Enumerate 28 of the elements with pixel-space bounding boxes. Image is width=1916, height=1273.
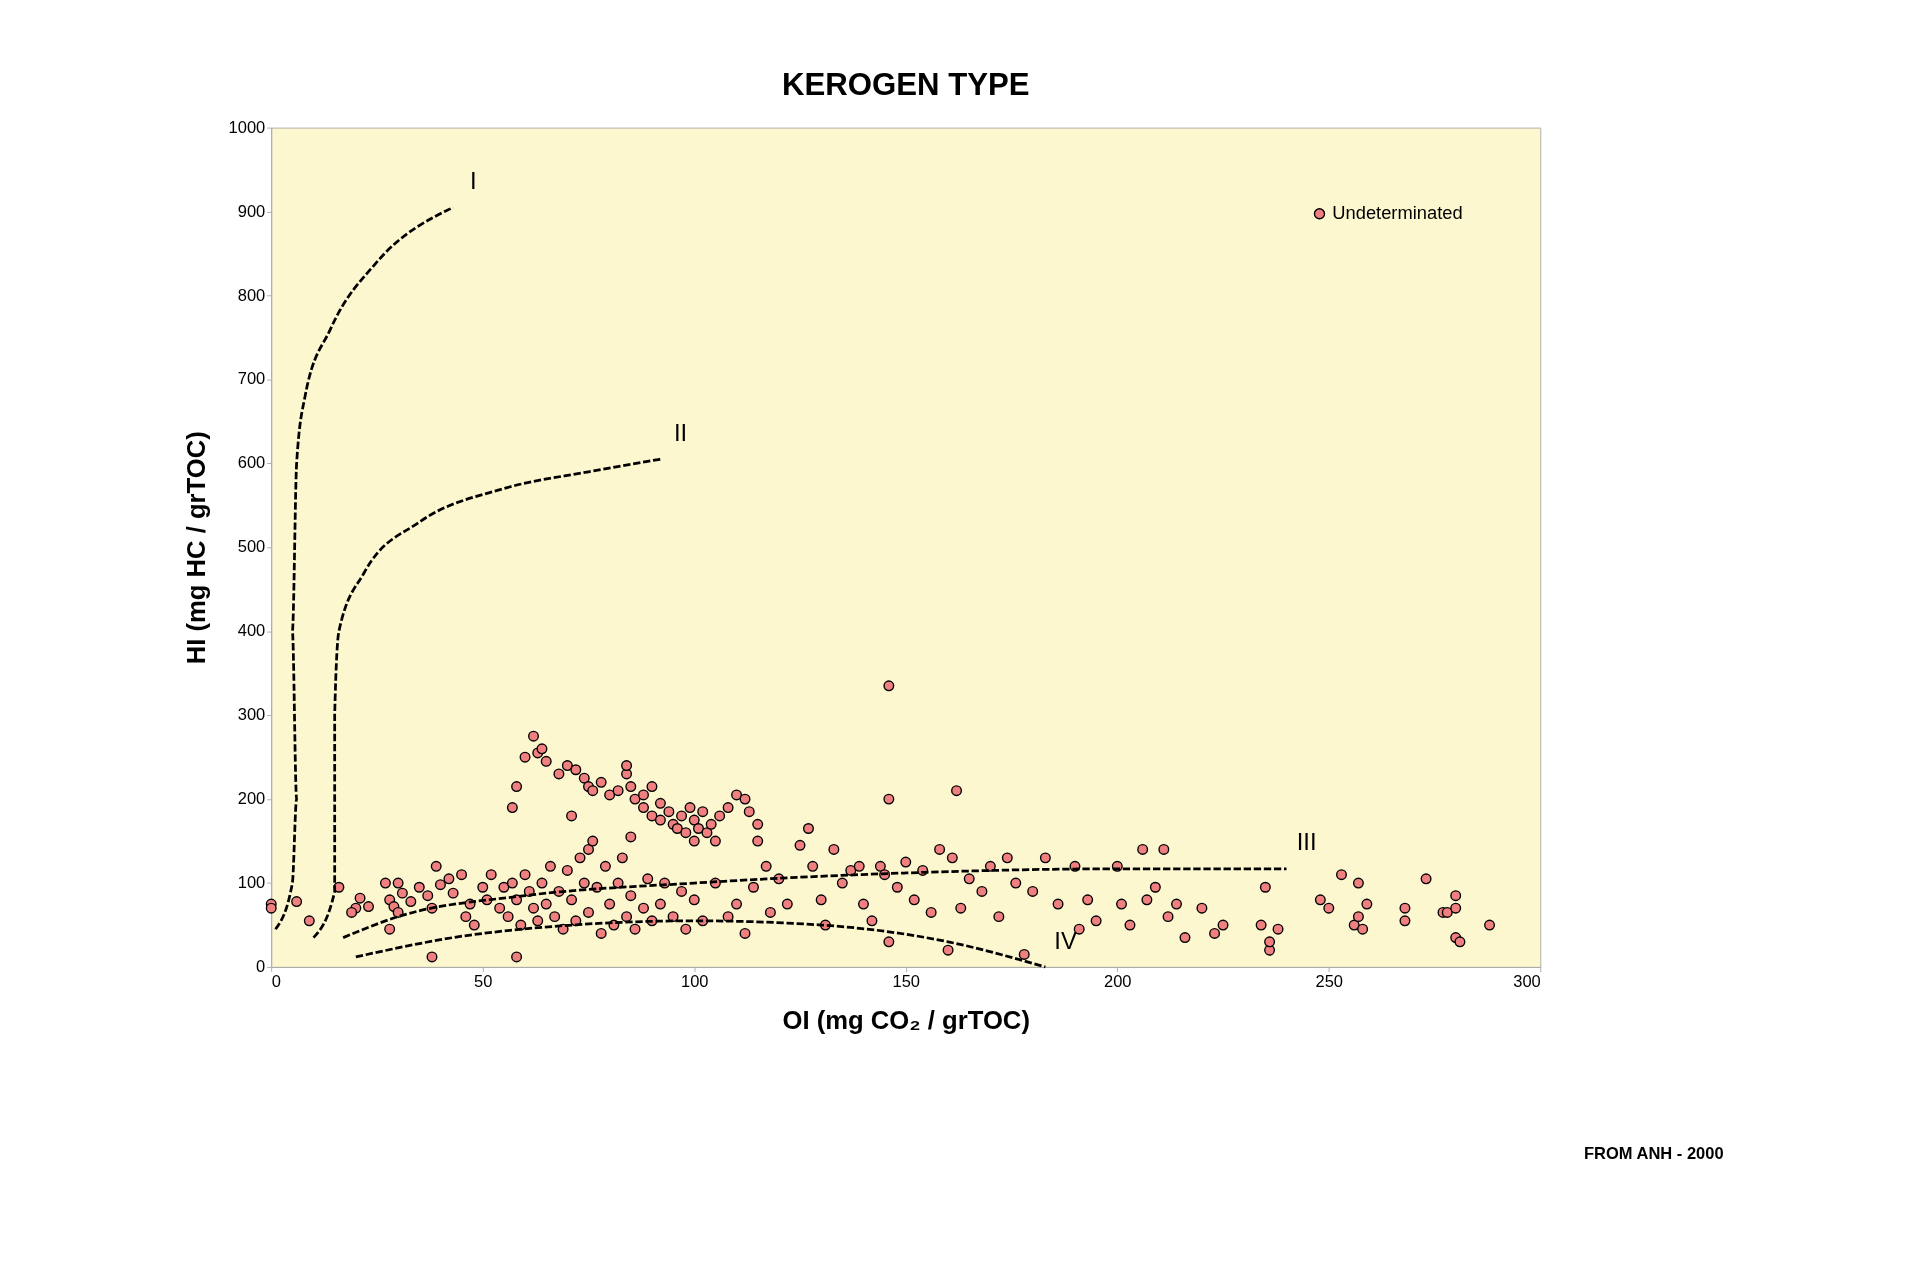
text: FROM ANH - 2000 — [1584, 1144, 1724, 1163]
chart-title: KEROGEN TYPE — [782, 66, 1030, 102]
line-series — [312, 457, 662, 939]
x-tick-label: 150 — [892, 971, 920, 990]
x-tick-label: 250 — [1315, 971, 1344, 990]
y-tick-label: 800 — [237, 285, 266, 304]
y-tick-label: 1000 — [228, 117, 266, 136]
x-tick-label: 300 — [1513, 971, 1541, 990]
y-tick-label: 400 — [237, 621, 266, 640]
y-tick-label: 300 — [237, 705, 266, 724]
series-label: IV — [1054, 926, 1077, 954]
y-tick-label: 900 — [237, 201, 266, 220]
legend-label: Undeterminated — [1332, 202, 1463, 224]
x-tick-label: 50 — [474, 971, 493, 990]
series-label: III — [1296, 828, 1317, 856]
y-tick-label: 700 — [237, 369, 266, 388]
series-label: I — [469, 167, 477, 195]
y-tick-label: 200 — [237, 789, 266, 808]
y-tick-label: 100 — [237, 873, 266, 892]
y-axis-title: HI (mg HC / grTOC) — [181, 431, 210, 665]
y-tick-label: 600 — [237, 453, 266, 472]
y-tick-label: 500 — [237, 537, 266, 556]
x-axis-title: OI (mg CO₂ / grTOC) — [782, 1005, 1030, 1034]
series-label: II — [673, 418, 688, 446]
x-tick-label: 200 — [1103, 971, 1132, 990]
x-tick-label: 100 — [680, 971, 709, 990]
y-tick-label: 0 — [256, 957, 266, 976]
x-tick-label: 0 — [271, 971, 281, 990]
